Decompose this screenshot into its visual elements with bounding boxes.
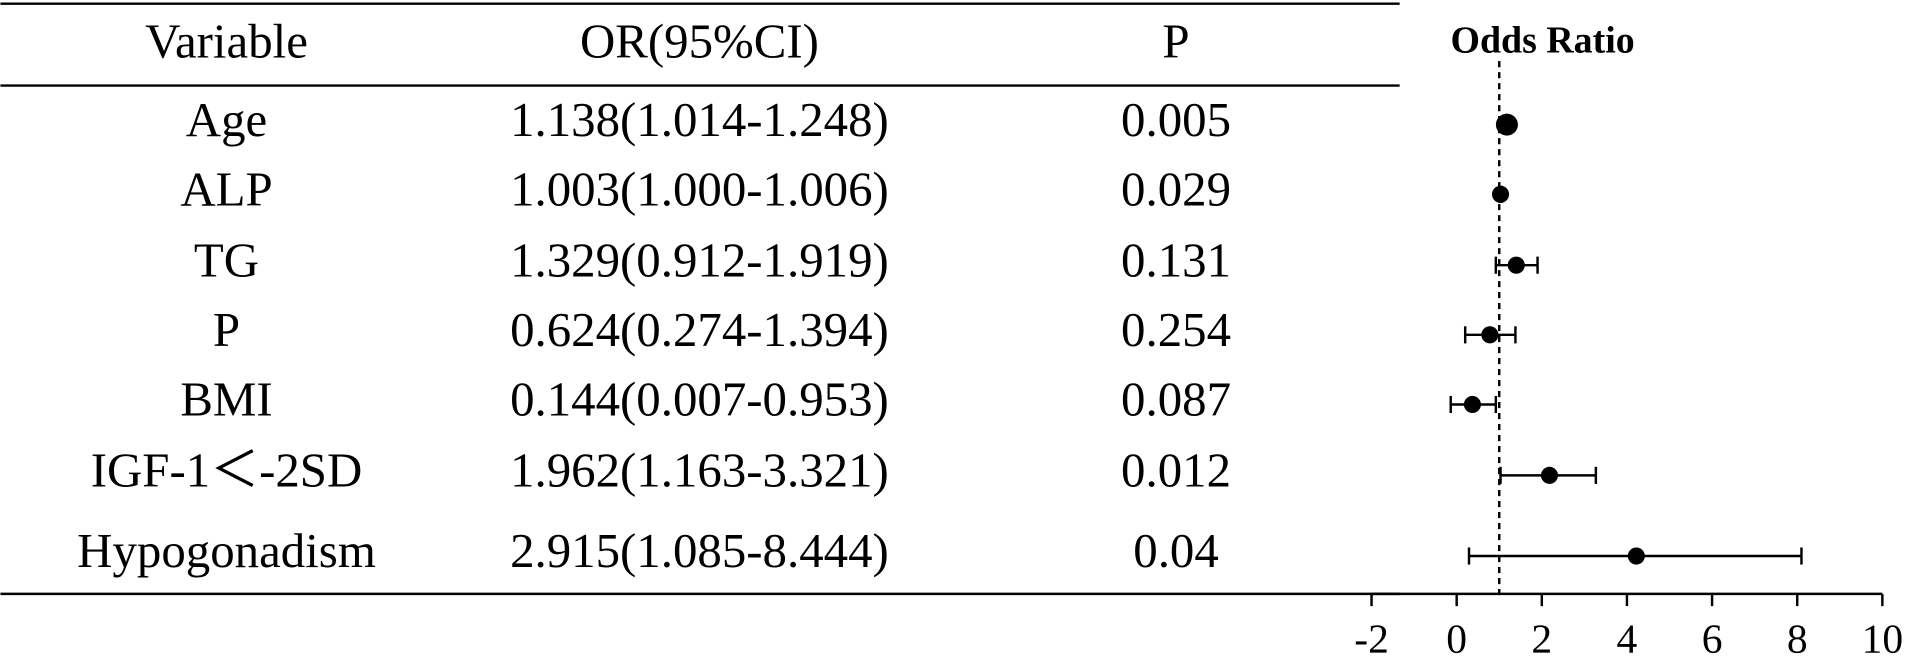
chart-title: Odds Ratio bbox=[1451, 20, 1635, 62]
header-cell: OR(95%CI) bbox=[580, 14, 819, 69]
table-cell: 0.254 bbox=[1121, 302, 1231, 357]
header-cell: Variable bbox=[145, 14, 308, 69]
table-cell: 0.005 bbox=[1121, 92, 1231, 147]
x-tick-label: 6 bbox=[1702, 615, 1723, 661]
table-cell: 0.012 bbox=[1121, 443, 1231, 498]
header-cell: P bbox=[1162, 14, 1189, 69]
table-cell: 2.915(1.085-8.444) bbox=[510, 523, 889, 578]
table-cell: P bbox=[213, 302, 240, 357]
table-cell: 0.029 bbox=[1121, 162, 1231, 217]
point bbox=[1507, 256, 1525, 274]
point bbox=[1481, 326, 1499, 344]
x-tick-label: 4 bbox=[1617, 615, 1638, 661]
x-tick-label: 8 bbox=[1787, 615, 1808, 661]
table-cell: ALP bbox=[180, 162, 272, 217]
x-tick-label: 10 bbox=[1862, 615, 1904, 661]
table-cell: 0.04 bbox=[1133, 523, 1219, 578]
table-cell: 1.138(1.014-1.248) bbox=[510, 92, 889, 147]
point bbox=[1540, 466, 1559, 484]
table-cell: 1.329(0.912-1.919) bbox=[510, 232, 889, 287]
table-cell: 0.087 bbox=[1121, 372, 1231, 427]
table-cell: IGF-1＜-2SD bbox=[91, 443, 363, 498]
table-cell: TG bbox=[194, 232, 259, 287]
table-cell: 1.962(1.163-3.321) bbox=[510, 443, 889, 498]
table-cell: 0.624(0.274-1.394) bbox=[510, 302, 889, 357]
table-cell: Age bbox=[186, 92, 267, 147]
x-tick-label: -2 bbox=[1354, 615, 1389, 661]
table-cell: Hypogonadism bbox=[77, 523, 376, 578]
point bbox=[1627, 547, 1645, 565]
point bbox=[1495, 113, 1518, 136]
x-tick-label: 0 bbox=[1446, 615, 1467, 661]
table-cell: BMI bbox=[180, 372, 272, 427]
table-cell: 1.003(1.000-1.006) bbox=[510, 162, 889, 217]
table-cell: 0.131 bbox=[1121, 232, 1231, 287]
x-tick-label: 2 bbox=[1531, 615, 1552, 661]
point bbox=[1463, 395, 1481, 414]
point bbox=[1491, 185, 1510, 203]
table-cell: 0.144(0.007-0.953) bbox=[510, 372, 889, 427]
